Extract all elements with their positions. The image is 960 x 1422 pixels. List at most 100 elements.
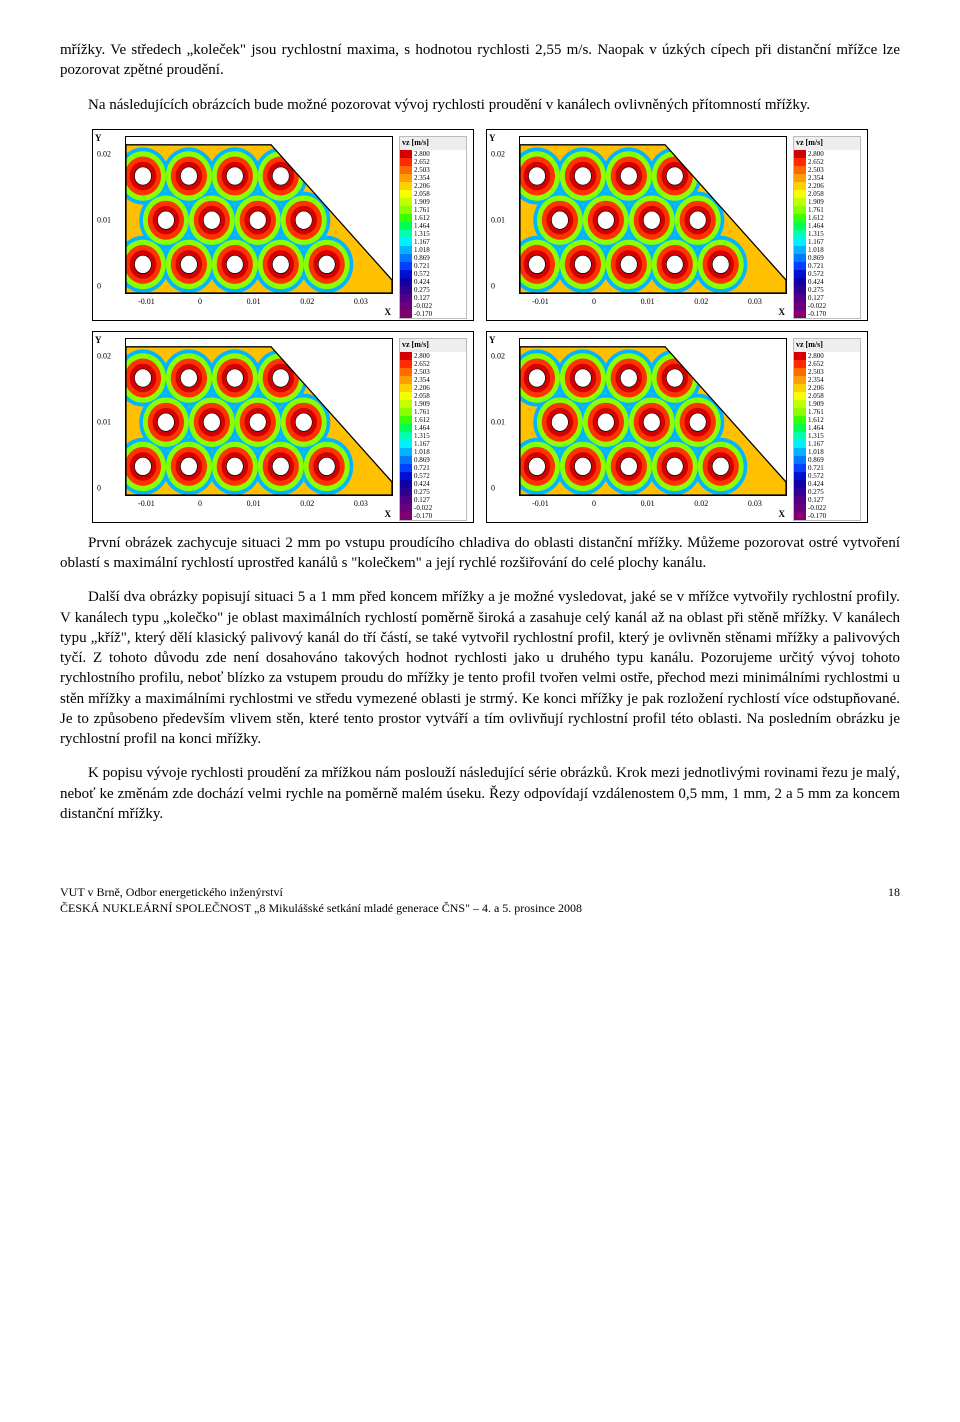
legend-row: 2.058 [794,190,860,198]
x-tick: 0.02 [694,499,708,510]
legend-row: 0.424 [794,480,860,488]
y-tick: 0.02 [491,351,505,362]
x-tick: 0.01 [641,499,655,510]
legend-row: 0.572 [400,270,466,278]
legend-value: 1.018 [806,448,824,456]
legend-value: 0.275 [806,488,824,496]
legend-value: 0.869 [806,456,824,464]
legend-value: 0.721 [806,464,824,472]
legend-swatch [794,310,806,318]
legend-row: 0.127 [400,496,466,504]
legend-value: 2.354 [806,376,824,384]
legend-swatch [794,270,806,278]
legend-swatch [400,238,412,246]
legend-value: 1.761 [806,206,824,214]
legend-swatch [400,302,412,310]
legend-swatch [794,416,806,424]
legend-swatch [400,182,412,190]
subplot-1: YX00.010.02-0.0100.010.020.03vz [m/s]2.8… [92,129,474,321]
legend-row: 2.206 [794,182,860,190]
legend-swatch [794,472,806,480]
legend-swatch [400,400,412,408]
legend-value: 0.869 [412,254,430,262]
x-axis-label: X [385,508,392,520]
legend-swatch [794,262,806,270]
legend-row: 0.869 [794,254,860,262]
legend-row: 1.315 [794,230,860,238]
legend-value: 1.167 [806,238,824,246]
legend-value: -0.170 [412,512,432,520]
legend-value: 2.652 [412,360,430,368]
legend-row: 2.800 [794,352,860,360]
legend-row: 2.354 [794,174,860,182]
x-tick: -0.01 [138,297,155,308]
legend-title: vz [m/s] [794,339,860,352]
legend-row: 1.018 [400,448,466,456]
legend-row: 0.275 [794,488,860,496]
legend-row: 0.424 [794,278,860,286]
legend-swatch [400,352,412,360]
legend-row: 0.721 [400,464,466,472]
y-tick: 0.02 [97,351,111,362]
legend-swatch [794,456,806,464]
legend-value: 2.800 [806,352,824,360]
legend-row: 1.612 [400,416,466,424]
legend-row: 2.206 [400,384,466,392]
legend-value: 1.761 [412,408,430,416]
legend-value: 1.909 [806,198,824,206]
legend-row: -0.022 [794,302,860,310]
legend-value: 2.058 [806,190,824,198]
legend-swatch [400,254,412,262]
legend-swatch [400,222,412,230]
legend-value: 1.018 [412,448,430,456]
legend-row: 1.909 [400,198,466,206]
legend-row: 1.167 [400,238,466,246]
legend-value: 1.464 [412,424,430,432]
legend-swatch [794,302,806,310]
legend-value: -0.170 [412,310,432,318]
legend-value: 2.652 [412,158,430,166]
legend-value: 0.424 [412,278,430,286]
legend-row: 2.058 [400,190,466,198]
legend-value: 2.206 [806,182,824,190]
legend-row: 1.018 [794,246,860,254]
legend-swatch [794,400,806,408]
legend-swatch [794,246,806,254]
x-tick: 0.03 [354,297,368,308]
legend-swatch [400,424,412,432]
legend-value: 2.058 [412,190,430,198]
legend-title: vz [m/s] [400,137,466,150]
x-tick: 0 [592,297,596,308]
legend-row: 0.275 [794,286,860,294]
legend-value: 1.167 [412,440,430,448]
legend-row: 2.354 [400,174,466,182]
y-tick: 0.01 [97,418,111,429]
legend-swatch [400,174,412,182]
legend-swatch [794,238,806,246]
legend-row: -0.022 [794,504,860,512]
legend-value: 2.354 [806,174,824,182]
contour-svg [520,339,786,495]
legend-swatch [794,150,806,158]
legend-row: 2.206 [794,384,860,392]
legend-swatch [400,504,412,512]
legend-row: 0.127 [794,294,860,302]
legend-value: 2.503 [806,166,824,174]
legend-row: 1.167 [794,238,860,246]
legend-swatch [400,392,412,400]
legend-value: 1.315 [806,230,824,238]
x-tick: 0 [592,499,596,510]
x-tick: 0 [198,297,202,308]
legend-value: -0.022 [806,504,826,512]
paragraph-4: Další dva obrázky popisují situaci 5 a 1… [60,587,900,749]
footer-left: VUT v Brně, Odbor energetického inženýrs… [60,884,582,916]
legend-swatch [400,150,412,158]
legend-value: 0.127 [806,294,824,302]
legend-swatch [794,198,806,206]
legend-value: 1.612 [412,416,430,424]
contour-svg [126,137,392,293]
legend-value: 0.275 [412,286,430,294]
legend-value: 1.167 [412,238,430,246]
legend-title: vz [m/s] [794,137,860,150]
legend-value: -0.170 [806,310,826,318]
